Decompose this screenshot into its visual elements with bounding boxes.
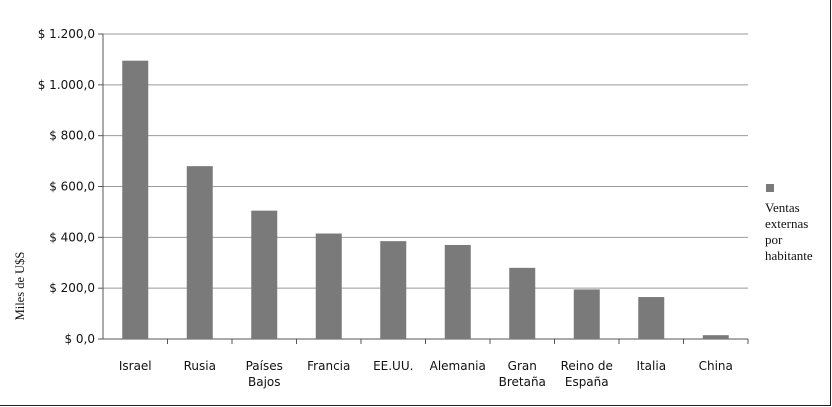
y-tick-label: $ 600,0 (49, 180, 95, 194)
bar (509, 267, 536, 339)
legend-text: habitante (765, 248, 813, 263)
x-tick-label: Rusia (184, 359, 216, 373)
y-axis-title: Miles de U$S (13, 252, 27, 321)
x-tick-label: Bajos (248, 375, 281, 389)
bar (122, 60, 149, 339)
x-tick-label: China (699, 359, 733, 373)
x-tick-label: EE.UU. (373, 359, 413, 373)
bar (702, 335, 729, 339)
x-tick-label: Italia (636, 359, 666, 373)
x-tick-labels: Israel Rusia Países Bajos Francia EE.UU. Alema… (119, 359, 733, 389)
legend-swatch (766, 184, 774, 192)
y-tick-label: $ 1.000,0 (38, 78, 95, 92)
legend-text: Ventas (765, 200, 800, 215)
y-tick-label: $ 200,0 (49, 281, 95, 295)
y-tick-label: $ 400,0 (49, 230, 95, 244)
x-tick-label: España (565, 375, 609, 389)
x-tick-label: Gran (508, 359, 537, 373)
bar (638, 297, 665, 339)
x-tick-label: Alemania (430, 359, 486, 373)
legend-text: por (765, 232, 783, 247)
x-tick-label: Francia (307, 359, 350, 373)
bar (251, 210, 278, 339)
x-tick-label: Bretaña (499, 375, 546, 389)
y-tick-labels: $ 0,0 $ 200,0 $ 400,0 $ 600,0 $ 800,0 $ 1.000… (38, 27, 95, 346)
legend-text: externas (765, 216, 808, 231)
bars (122, 60, 729, 339)
bar (315, 233, 342, 339)
bar (186, 166, 213, 339)
x-tick-label: Países (246, 359, 283, 373)
bar (444, 244, 471, 339)
x-tick-label: Reino de (561, 359, 613, 373)
x-tick-label: Israel (119, 359, 152, 373)
y-tick-label: $ 800,0 (49, 129, 95, 143)
y-tick-label: $ 1.200,0 (38, 27, 95, 41)
y-tick-label: $ 0,0 (64, 332, 95, 346)
bar (380, 241, 407, 339)
bar (573, 289, 600, 339)
